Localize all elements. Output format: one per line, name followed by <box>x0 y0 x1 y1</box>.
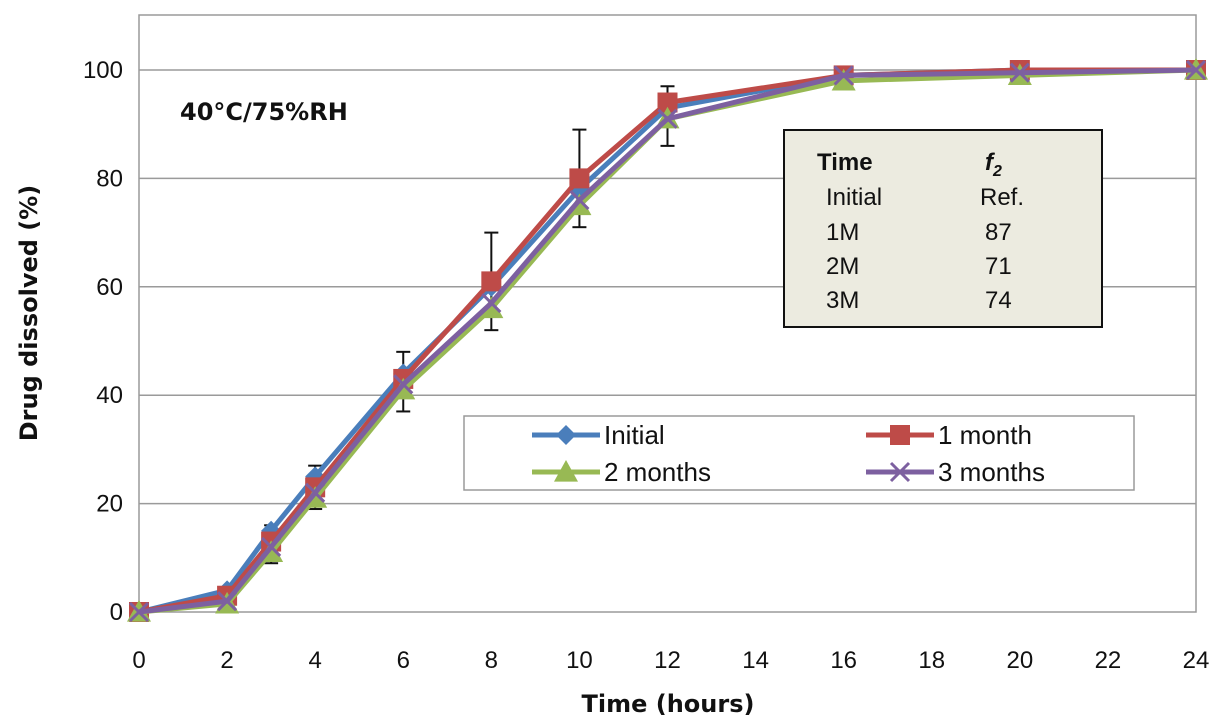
data-point <box>217 591 238 612</box>
x-tick-label: 12 <box>654 647 681 674</box>
x-tick-label: 6 <box>397 647 410 674</box>
f2-header-time: Time <box>817 149 873 176</box>
f2-row-value: Ref. <box>980 184 1024 211</box>
x-axis-title: Time (hours) <box>582 690 755 718</box>
y-axis-title: Drug dissolved (%) <box>15 185 43 442</box>
x-tick-label: 24 <box>1183 647 1210 674</box>
legend-marker <box>556 425 576 445</box>
f2-row-value: 71 <box>985 253 1012 280</box>
legend-marker <box>889 461 911 483</box>
f2-row-value: 74 <box>985 287 1012 314</box>
x-tick-label: 8 <box>485 647 498 674</box>
legend-label: 1 month <box>938 420 1032 450</box>
series-3-months <box>128 59 1207 623</box>
x-tick-label: 16 <box>830 647 857 674</box>
data-point <box>1009 62 1030 83</box>
f2-table-box: Time f2 Initial Ref. 1M 87 2M 71 3M 74 <box>783 129 1103 328</box>
x-tick-label: 14 <box>742 647 769 674</box>
x-tick-label: 10 <box>566 647 593 674</box>
data-point <box>128 601 150 623</box>
data-point <box>1185 59 1207 81</box>
x-tick-label: 4 <box>308 647 321 674</box>
y-tick-label: 80 <box>96 165 123 192</box>
legend-entry: 1 month <box>866 420 1032 450</box>
legend-entry: 3 months <box>866 457 1045 487</box>
legend-entry: Initial <box>532 420 665 450</box>
legend-label: 2 months <box>604 457 711 487</box>
legend-entries: Initial 1 month 2 months 3 months <box>532 420 1045 487</box>
data-point <box>479 296 504 319</box>
x-tick-label: 22 <box>1095 647 1122 674</box>
data-point <box>305 482 326 503</box>
y-tick-labels: 0 20 40 60 80 100 <box>83 57 123 626</box>
x-tick-labels: 0 2 4 6 8 10 12 14 16 18 20 22 24 <box>132 647 1209 674</box>
f2-header-f2: f2 <box>985 149 1002 180</box>
data-point <box>831 68 856 91</box>
y-tick-label: 0 <box>110 599 123 626</box>
data-point <box>481 271 502 292</box>
y-tick-label: 20 <box>96 491 123 518</box>
y-tick-label: 60 <box>96 274 123 301</box>
f2-row-time: 1M <box>826 219 859 246</box>
legend: Initial 1 month 2 months 3 months <box>463 415 1135 491</box>
f2-row-value: 87 <box>985 219 1012 246</box>
y-tick-label: 40 <box>96 382 123 409</box>
y-tick-label: 100 <box>83 57 123 84</box>
legend-marker <box>554 460 578 482</box>
legend-label: Initial <box>604 420 665 450</box>
data-point <box>261 536 282 558</box>
series-group <box>127 58 1208 623</box>
data-point <box>569 168 590 189</box>
legend-label: 3 months <box>938 457 1045 487</box>
f2-row-time: 2M <box>826 253 859 280</box>
data-point <box>569 190 590 211</box>
data-point <box>833 65 854 86</box>
data-point <box>481 292 502 314</box>
f2-row-time: Initial <box>826 184 882 211</box>
x-tick-label: 20 <box>1006 647 1033 674</box>
legend-marker <box>890 425 910 445</box>
data-point <box>657 108 678 129</box>
legend-entry: 2 months <box>532 457 711 487</box>
x-tick-label: 2 <box>220 647 233 674</box>
data-point <box>393 374 414 395</box>
x-tick-label: 0 <box>132 647 145 674</box>
data-point <box>657 92 678 113</box>
f2-row-time: 3M <box>826 287 859 314</box>
x-tick-label: 18 <box>918 647 945 674</box>
condition-annotation: 40°C/75%RH <box>180 98 348 126</box>
